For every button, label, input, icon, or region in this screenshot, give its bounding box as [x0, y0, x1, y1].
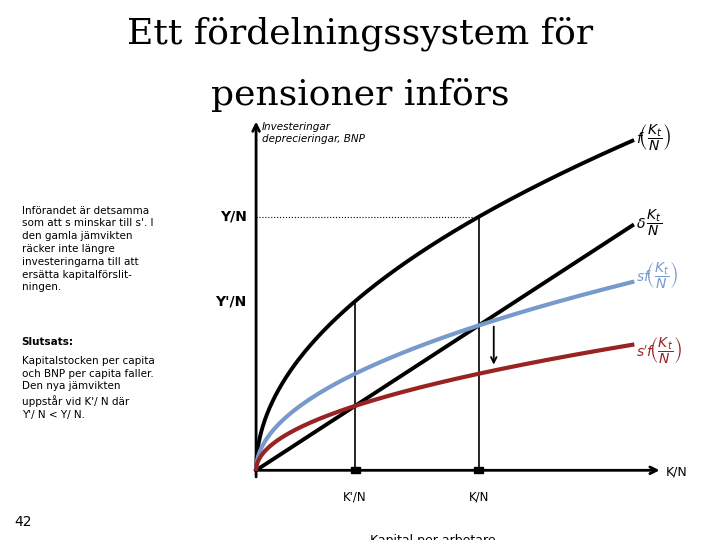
Text: Införandet är detsamma
som att s minskar till s'. I
den gamla jämvikten
räcker i: Införandet är detsamma som att s minskar…: [22, 206, 153, 293]
Text: Y/N: Y/N: [220, 210, 247, 224]
Bar: [351, 468, 359, 473]
Text: Slutsats:: Slutsats:: [22, 336, 73, 347]
Text: K/N: K/N: [666, 465, 688, 478]
Text: Ett fördelningssystem för: Ett fördelningssystem för: [127, 16, 593, 51]
Text: Vad händer med BNP
och kapitalstock per
capita?: Vad händer med BNP och kapitalstock per …: [22, 107, 140, 145]
Text: $s'f\!\left(\dfrac{K_t}{N}\right)$: $s'f\!\left(\dfrac{K_t}{N}\right)$: [636, 336, 682, 367]
Text: K'/N: K'/N: [343, 491, 366, 504]
Text: Kapital per arbetare: Kapital per arbetare: [370, 534, 495, 540]
Text: $sf\!\left(\dfrac{K_t}{N}\right)$: $sf\!\left(\dfrac{K_t}{N}\right)$: [636, 260, 678, 291]
Text: K/N: K/N: [469, 491, 489, 504]
Text: Investeringar
deprecieringar, BNP: Investeringar deprecieringar, BNP: [262, 122, 364, 144]
Text: $f\!\left(\dfrac{K_t}{N}\right)$: $f\!\left(\dfrac{K_t}{N}\right)$: [636, 122, 671, 153]
Text: 42: 42: [14, 515, 32, 529]
Text: Y'/N: Y'/N: [215, 294, 247, 308]
Text: $\delta\,\dfrac{K_t}{N}$: $\delta\,\dfrac{K_t}{N}$: [636, 207, 662, 238]
Text: Kapitalstocken per capita
och BNP per capita faller.
Den nya jämvikten
uppstår v: Kapitalstocken per capita och BNP per ca…: [22, 356, 154, 420]
Bar: [474, 468, 483, 473]
Text: pensioner införs: pensioner införs: [211, 78, 509, 112]
